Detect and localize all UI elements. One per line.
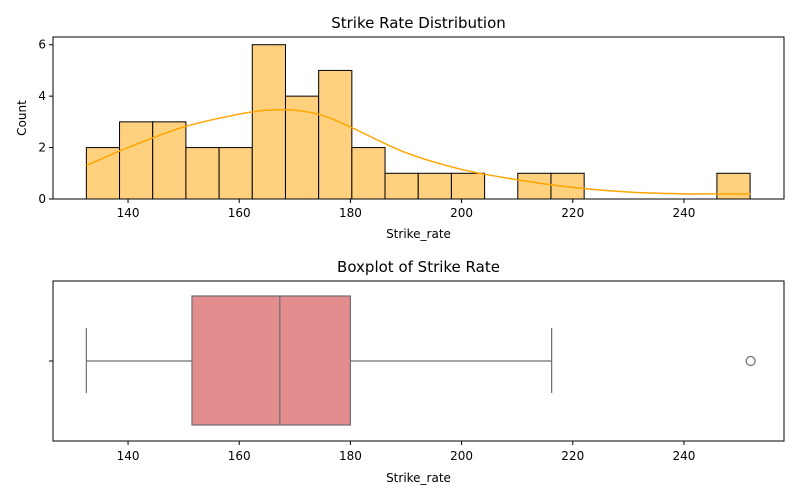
x-tick-label: 140: [117, 449, 140, 463]
outlier-point: [745, 355, 756, 367]
histogram-bar: [351, 147, 386, 200]
y-tick-label: 4: [38, 89, 46, 103]
histogram-bar: [716, 172, 751, 200]
histogram-bar: [119, 121, 154, 200]
interquartile-box: [191, 295, 352, 426]
histogram-y-label: Count: [15, 100, 29, 136]
x-tick-label: 200: [450, 449, 473, 463]
boxplot-panel: Boxplot of Strike Rate 140 160 180 200 220 24…: [49, 258, 785, 485]
histogram-x-label: Strike_rate: [386, 227, 451, 241]
histogram-bar: [185, 147, 220, 200]
x-tick-label: 160: [228, 206, 251, 220]
x-tick-label: 220: [561, 206, 584, 220]
histogram-bar: [218, 147, 253, 200]
x-tick-label: 240: [672, 449, 695, 463]
x-tick-label: 180: [339, 206, 362, 220]
kde-curve: [86, 108, 751, 195]
histogram-x-ticks: 140 160 180 200 220 240: [117, 199, 695, 220]
histogram-bar: [251, 44, 286, 200]
x-tick-label: 180: [339, 449, 362, 463]
histogram-bars: [85, 44, 751, 200]
histogram-bar: [152, 121, 187, 200]
x-tick-label: 140: [117, 206, 140, 220]
x-tick-label: 240: [672, 206, 695, 220]
histogram-bar: [384, 172, 419, 200]
y-tick-label: 0: [38, 192, 46, 206]
histogram-bar: [85, 147, 121, 200]
histogram-bar: [318, 69, 353, 200]
histogram-y-ticks: 0 2 4 6: [38, 38, 53, 206]
boxplot-x-label: Strike_rate: [386, 471, 451, 485]
x-tick-label: 160: [228, 449, 251, 463]
histogram-title: Strike Rate Distribution: [331, 14, 506, 32]
boxplot: [85, 295, 756, 426]
histogram-bar: [517, 172, 552, 200]
x-tick-label: 220: [561, 449, 584, 463]
histogram-panel: Strike Rate Distribution 140 160 180 200 220…: [15, 14, 785, 241]
histogram-frame: [52, 36, 785, 200]
y-tick-label: 6: [38, 38, 46, 52]
histogram-bar: [417, 172, 452, 200]
x-tick-label: 200: [450, 206, 473, 220]
boxplot-x-ticks: 140 160 180 200 220 240: [117, 441, 695, 463]
y-tick-label: 2: [38, 141, 46, 155]
histogram-bar: [450, 172, 486, 200]
boxplot-title: Boxplot of Strike Rate: [337, 258, 500, 276]
